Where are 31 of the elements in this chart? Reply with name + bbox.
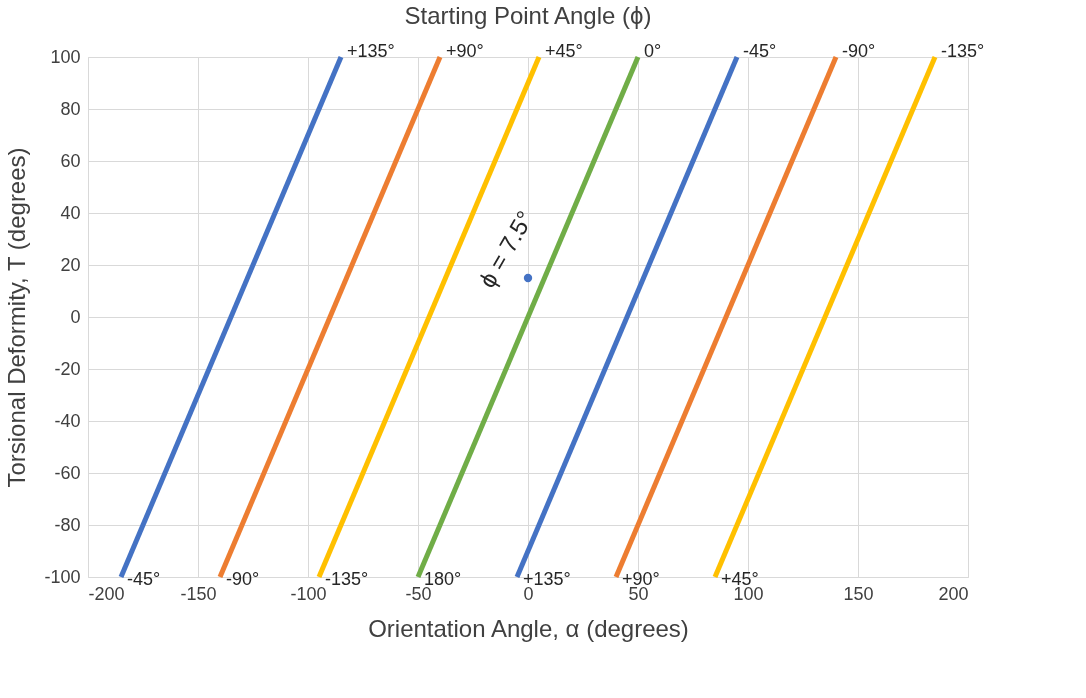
y-tick-label: -40 bbox=[54, 410, 81, 431]
annotation: -45° bbox=[127, 569, 161, 589]
x-tick-label: -150 bbox=[180, 583, 217, 604]
x-tick-label: 150 bbox=[843, 583, 874, 604]
annotation: -45° bbox=[743, 41, 777, 61]
y-tick-label: -60 bbox=[54, 462, 81, 483]
x-tick-label: 0 bbox=[523, 583, 534, 604]
y-tick-label: 40 bbox=[60, 202, 81, 223]
y-tick-label: 20 bbox=[60, 254, 81, 275]
annotation: ϕ = 7.5° bbox=[473, 206, 539, 293]
chart-title: Starting Point Angle (ϕ) bbox=[404, 2, 652, 29]
annotation: 0° bbox=[644, 41, 662, 61]
annotation: -90° bbox=[226, 569, 260, 589]
y-axis-title: Torsional Deformity, T (degrees) bbox=[3, 147, 31, 488]
annotation: -90° bbox=[842, 41, 876, 61]
annotation: -135° bbox=[325, 569, 369, 589]
x-tick-label: 200 bbox=[938, 583, 969, 604]
y-tick-label: -80 bbox=[54, 514, 81, 535]
y-tick-label: -100 bbox=[44, 566, 81, 587]
annotation: +135° bbox=[347, 41, 395, 61]
y-tick-label: 80 bbox=[60, 98, 81, 119]
x-tick-label: -100 bbox=[290, 583, 327, 604]
y-tick-label: 60 bbox=[60, 150, 81, 171]
y-tick-label: 100 bbox=[50, 46, 81, 67]
annotation: +90° bbox=[446, 41, 484, 61]
annotation: -135° bbox=[941, 41, 985, 61]
y-tick-label: -20 bbox=[54, 358, 81, 379]
x-tick-label: -200 bbox=[88, 583, 125, 604]
x-axis-title: Orientation Angle, α (degrees) bbox=[368, 614, 689, 642]
y-tick-label: 0 bbox=[70, 306, 81, 327]
annotation: +45° bbox=[545, 41, 583, 61]
